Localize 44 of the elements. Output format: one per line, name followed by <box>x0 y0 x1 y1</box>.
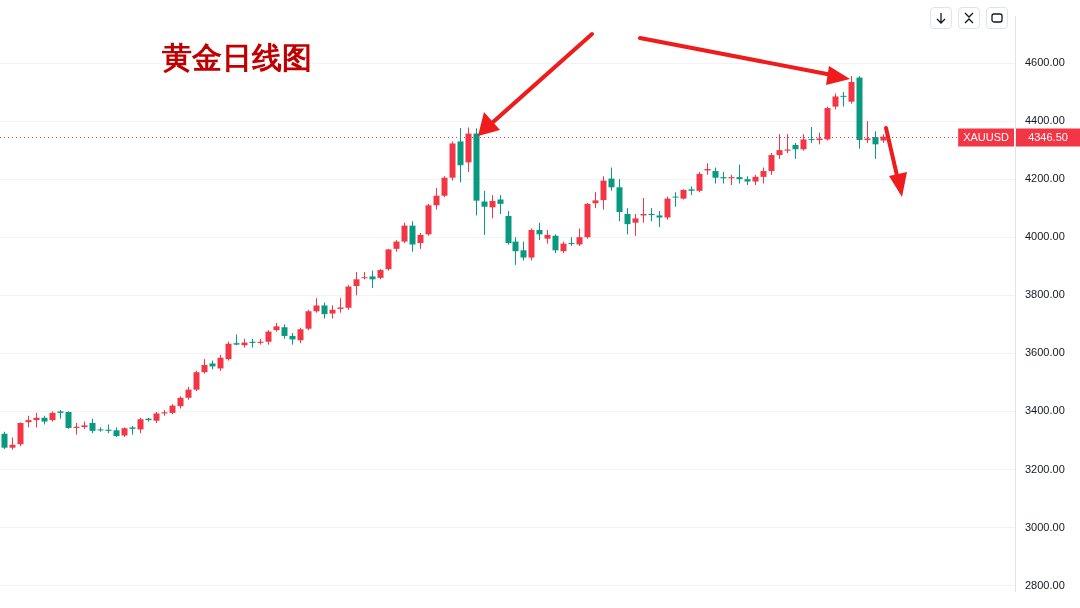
candlestick <box>193 370 200 392</box>
y-tick-label: 4400.00 <box>1025 114 1065 127</box>
candlestick <box>840 91 847 108</box>
candlestick <box>481 190 488 236</box>
candlestick <box>600 175 607 211</box>
y-tick-label: 3800.00 <box>1025 288 1065 301</box>
y-tick-label: 3600.00 <box>1025 346 1065 359</box>
candlestick <box>552 233 559 254</box>
ref-line-label: XAUUSD <box>963 130 1010 143</box>
candlestick <box>433 187 440 211</box>
candlestick <box>353 271 360 296</box>
text: 4346.50 <box>1028 130 1068 143</box>
y-tick-label: 2800.00 <box>1025 578 1065 591</box>
candlestick <box>648 207 655 222</box>
candlestick <box>808 126 815 144</box>
y-tick-label: 3200.00 <box>1025 462 1065 475</box>
text: 黄金日线图 <box>162 40 312 76</box>
candlestick <box>305 309 312 331</box>
y-tick-label: 3400.00 <box>1025 404 1065 417</box>
candlestick <box>608 167 615 192</box>
y-tick-label: 3000.00 <box>1025 520 1065 533</box>
y-tick-label: 4000.00 <box>1025 230 1065 243</box>
candlestick <box>97 426 104 433</box>
candlestick <box>457 127 464 183</box>
y-tick-label: 4200.00 <box>1025 172 1065 185</box>
y-tick-label: 4600.00 <box>1025 56 1065 69</box>
candlestick <box>497 194 504 215</box>
candlestick <box>489 194 496 219</box>
candlestick <box>736 164 743 185</box>
candlestick <box>872 130 879 160</box>
candlestick <box>345 284 352 311</box>
candlestick <box>768 152 775 176</box>
candlestick <box>225 341 232 362</box>
candlestick <box>672 191 679 208</box>
candlestick <box>401 222 408 244</box>
candlestick <box>664 196 671 221</box>
candlestick <box>441 175 448 198</box>
candlestick <box>696 171 703 193</box>
candlestick <box>17 421 24 447</box>
candlestick <box>624 207 631 235</box>
candlestick <box>848 75 855 105</box>
candlestick <box>520 241 527 261</box>
candlestick <box>409 220 416 253</box>
candlestick <box>632 213 639 237</box>
